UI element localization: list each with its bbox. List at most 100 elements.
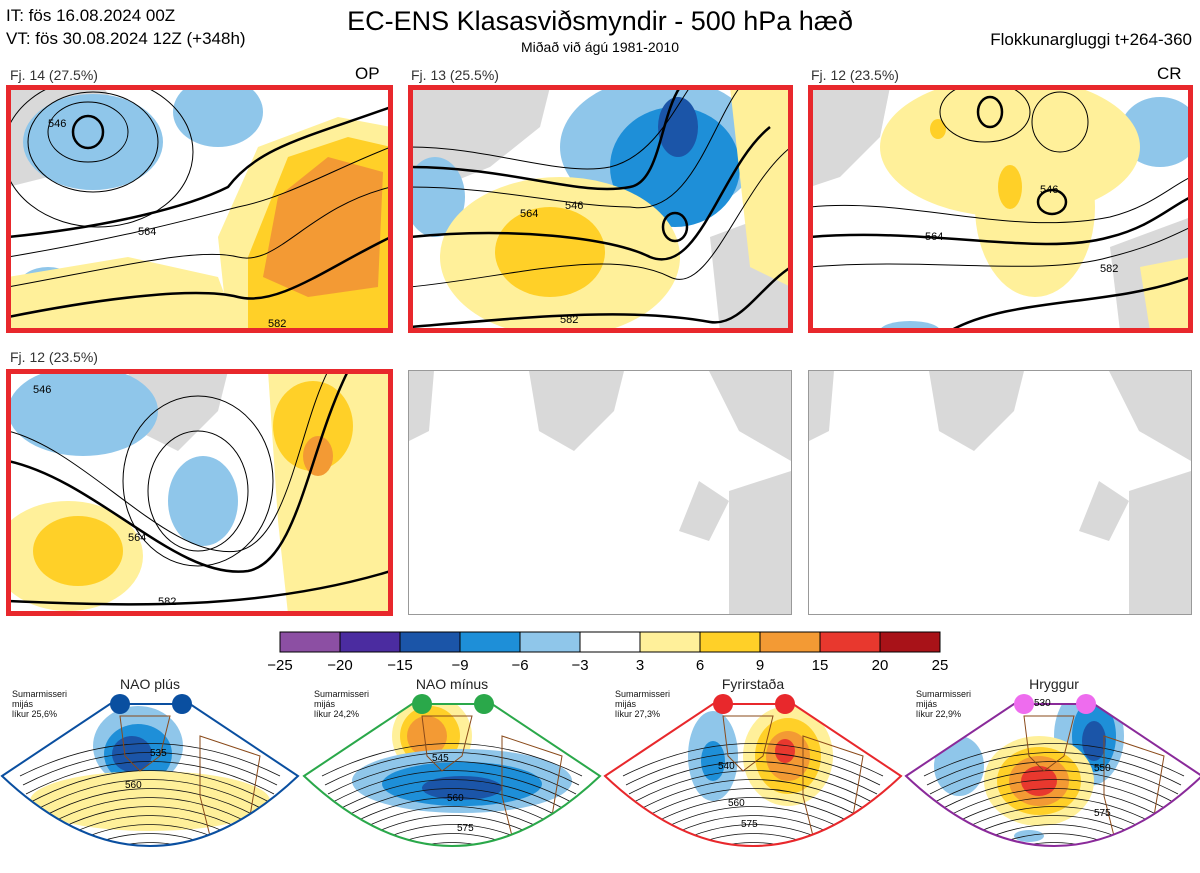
regime-contour-label: 545: [432, 753, 449, 764]
regime-contour: [929, 761, 1179, 795]
coastline: [722, 715, 774, 772]
regime-panel: 545 560 575: [302, 676, 602, 868]
regime-contour: [31, 779, 269, 813]
anomaly-negative: [880, 321, 940, 331]
header-times: IT: fös 16.08.2024 00Z VT: fös 30.08.202…: [6, 4, 246, 50]
contour-label: 564: [925, 231, 943, 243]
height-contour: [410, 87, 691, 170]
landmass: [409, 371, 434, 441]
height-contour: [810, 195, 1191, 246]
coastline: [1023, 715, 1075, 772]
page-title: EC-ENS Klasasviðsmyndir - 500 hPa hæð: [347, 6, 853, 36]
regime-note: Sumarmisseri mijás líkur 25,6%: [12, 689, 67, 719]
coastline: [119, 715, 171, 772]
regime-contour: [330, 770, 574, 804]
regime-map: 540 560 575: [603, 694, 903, 847]
regime-contour: [336, 788, 568, 822]
colorbar-tick: 25: [932, 657, 949, 674]
regime-contour: [28, 770, 272, 804]
empty-cluster-map-5: [408, 370, 792, 615]
regime-anomaly: [775, 739, 795, 763]
landmass: [729, 471, 791, 614]
colorbar-tick: 9: [756, 657, 764, 674]
regime-contour: [351, 833, 553, 846]
anomaly-positive: [730, 87, 791, 287]
landmass: [1109, 371, 1191, 461]
regime-fan-outline: [603, 703, 903, 847]
height-contour: [976, 95, 1004, 129]
colorbar-bin: [699, 631, 761, 653]
regime-note-line: Sumarmisseri: [615, 689, 671, 699]
regime-contour: [625, 752, 881, 786]
landmass: [929, 371, 1024, 451]
regime-fan-outline: [302, 703, 602, 847]
regime-contour: [628, 761, 878, 795]
regime-note-line: mijás: [12, 699, 34, 709]
height-contour: [147, 430, 249, 552]
height-contour: [8, 235, 391, 319]
landmass: [809, 371, 834, 441]
colorbar-tick: 20: [872, 657, 889, 674]
regime-contour: [953, 833, 1155, 846]
landmass: [128, 371, 228, 451]
regime-title: NAO plús: [120, 676, 180, 692]
landmass: [679, 481, 729, 541]
cluster-map-1: 564 582 546: [8, 87, 391, 331]
regime-contour: [52, 842, 248, 846]
colorbar-bin: [759, 631, 821, 653]
height-contour: [410, 146, 791, 288]
contour-label: 582: [560, 314, 578, 326]
regime-contour-label: 560: [447, 793, 464, 804]
regime-note-line: Sumarmisseri: [916, 689, 972, 699]
height-contour: [410, 87, 682, 191]
regime-contour: [932, 770, 1176, 804]
regime-contour: [327, 761, 577, 795]
regime-contour-label: 575: [741, 819, 758, 830]
landmass: [709, 371, 791, 461]
regime-dot: [713, 694, 733, 714]
colorbar-tick: 6: [696, 657, 704, 674]
height-contour: [949, 275, 1191, 331]
issue-time: IT: fös 16.08.2024 00Z: [6, 6, 176, 25]
regime-dot: [775, 694, 795, 714]
anomaly-positive: [1140, 257, 1191, 331]
anomaly-positive: [930, 119, 946, 139]
regime-contour: [634, 779, 872, 813]
regime-title: Fyrirstaða: [721, 676, 785, 692]
height-contour: [8, 569, 391, 606]
colorbar-bin: [339, 631, 401, 653]
height-contour: [410, 87, 741, 209]
height-contour: [410, 126, 771, 261]
regime-anomaly: [30, 771, 270, 831]
regime-contour: [926, 752, 1182, 786]
colorbar-tick: −3: [571, 657, 588, 674]
regime-anomaly: [1014, 830, 1044, 842]
height-contour: [8, 146, 391, 258]
regime-note-line: líkur 27,3%: [615, 709, 661, 719]
regime-dot: [110, 694, 130, 714]
contour-label: 546: [565, 200, 583, 212]
landmass: [1079, 481, 1129, 541]
regime-contour-label: 550: [1094, 763, 1111, 774]
colorbar-tick: 3: [636, 657, 644, 674]
regime-note: Sumarmisseri mijás líkur 27,3%: [615, 689, 670, 719]
height-contour: [8, 186, 391, 288]
regime-note-line: líkur 25,6%: [12, 709, 58, 719]
panel-1-tag: OP: [355, 64, 380, 83]
contour-label: 564: [138, 226, 156, 238]
regime-contour-label: 530: [1034, 698, 1051, 709]
height-contour: [661, 211, 689, 243]
regime-fan-outline: [0, 703, 300, 847]
colorbar: −25 −20 −15 −9 −6 −3 3 6 9 15 20 25: [267, 631, 949, 674]
regime-anomaly: [701, 741, 725, 781]
height-contour: [810, 226, 1191, 268]
anomaly-negative: [610, 107, 740, 227]
anomaly-positive: [998, 165, 1022, 209]
regime-contour: [37, 797, 263, 831]
cluster-map-2: 564 582 546: [410, 87, 791, 331]
colorbar-tick: 15: [812, 657, 829, 674]
colorbar-tick: −15: [387, 657, 412, 674]
height-contour: [122, 395, 274, 567]
anomaly-negative: [173, 87, 263, 147]
regime-contour: [19, 743, 281, 777]
